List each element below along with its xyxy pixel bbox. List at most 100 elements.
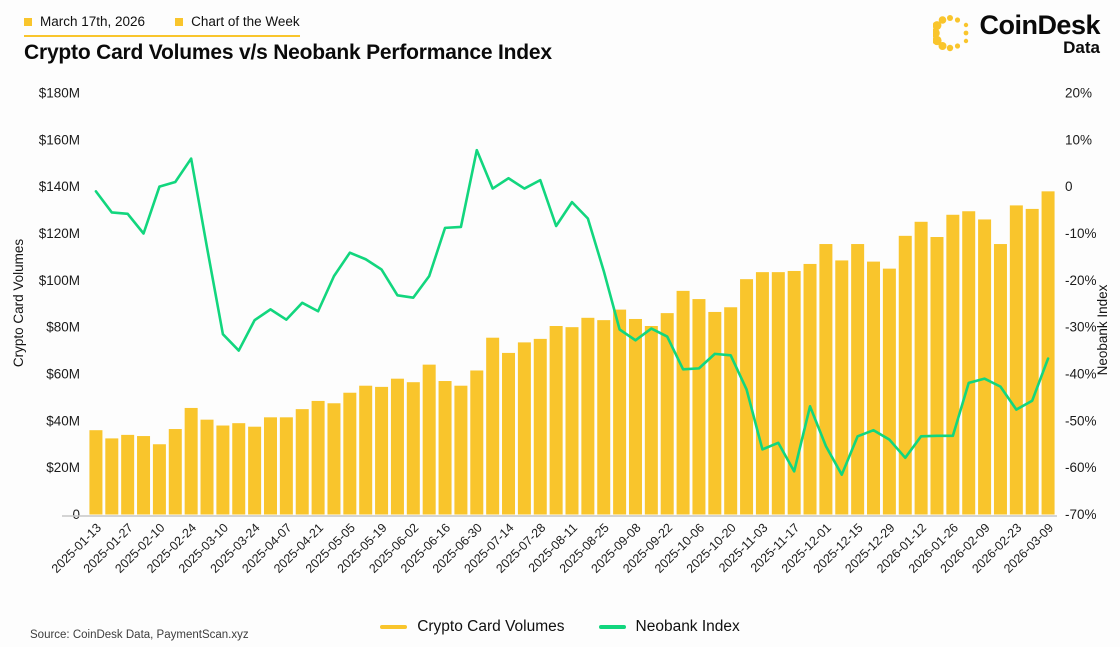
bar-2025-12-01 [819, 244, 833, 515]
header-strip: March 17th, 2026 Chart of the Week [24, 14, 300, 37]
bar-2025-08-11 [565, 327, 579, 515]
bar-2026-03-09 [1041, 191, 1055, 515]
bar-2025-04-28 [327, 403, 341, 515]
bar-2025-12-08 [835, 260, 849, 515]
neobank-index-line [94, 148, 1050, 476]
bar-2025-07-21 [517, 342, 531, 515]
y-axis-right-tick: -70% [1065, 507, 1097, 522]
y-axis-left-tick: $160M [39, 132, 80, 147]
bar-2025-03-31 [263, 417, 277, 515]
yellow-square-icon [175, 17, 184, 26]
bar-2025-09-22 [660, 313, 674, 515]
bar-2025-09-15 [644, 326, 658, 515]
header-date-item: March 17th, 2026 [24, 14, 145, 29]
bar-2025-04-07 [279, 417, 293, 515]
y-axis-left-tick: $100M [39, 273, 80, 288]
y-axis-left-tick: $40M [46, 413, 80, 428]
y-axis-left-tick: $80M [46, 320, 80, 335]
yellow-square-icon [24, 17, 32, 26]
chart-legend: Crypto Card Volumes Neobank Index [0, 618, 1120, 636]
bar-2026-01-19 [930, 237, 944, 515]
bar-2025-03-24 [248, 426, 262, 515]
bar-2025-08-25 [597, 320, 611, 515]
bar-2025-06-16 [438, 381, 452, 515]
bar-2025-02-10 [152, 444, 166, 515]
bar-2025-06-09 [422, 364, 436, 515]
bar-2026-02-09 [978, 219, 992, 515]
bar-2025-10-20 [724, 307, 738, 515]
bar-2025-09-08 [628, 318, 642, 515]
bar-2026-02-02 [962, 211, 976, 515]
bar-2025-03-03 [200, 419, 214, 515]
bar-2026-02-16 [993, 244, 1007, 515]
brand-name: CoinDesk [979, 10, 1100, 40]
y-axis-left-tick: $120M [39, 226, 80, 241]
y-axis-left-tick: $60M [46, 367, 80, 382]
bar-series-swatch [380, 624, 408, 630]
y-axis-right-tick: 10% [1065, 132, 1092, 147]
bar-2026-01-26 [946, 214, 960, 515]
y-axis-right-tick: -40% [1065, 367, 1097, 382]
y-axis-right-tick: 0 [1065, 179, 1073, 194]
legend-item-neobank-index: Neobank Index [598, 618, 740, 636]
bar-2025-08-04 [549, 326, 563, 515]
bar-2025-05-19 [375, 386, 389, 515]
y-axis-right-tick: -20% [1065, 273, 1097, 288]
bar-2025-05-26 [390, 378, 404, 515]
brand-sub: Data [1063, 38, 1100, 58]
coindesk-logo: CoinDesk Data [933, 11, 1100, 58]
header-date: March 17th, 2026 [40, 14, 146, 29]
bar-2026-01-05 [898, 235, 912, 515]
bar-2025-03-10 [216, 425, 230, 515]
bar-2025-11-17 [787, 270, 801, 515]
bar-2025-06-30 [470, 370, 484, 515]
legend-label: Crypto Card Volumes [417, 618, 565, 635]
bar-2025-07-28 [533, 338, 547, 515]
y-axis-right-tick: 20% [1065, 86, 1092, 101]
bar-2025-04-21 [311, 400, 325, 515]
y-axis-left-tick: $20M [46, 460, 80, 475]
bar-2025-09-01 [613, 309, 627, 515]
bar-2025-09-29 [676, 290, 690, 515]
bar-2025-01-13 [89, 430, 103, 515]
header-tag-item: Chart of the Week [175, 14, 300, 29]
legend-label: Neobank Index [635, 618, 740, 635]
source-note: Source: CoinDesk Data, PaymentScan.xyz [30, 629, 249, 641]
bar-2025-02-17 [168, 429, 182, 515]
bar-2025-01-20 [105, 438, 119, 515]
y-axis-right-tick: -30% [1065, 320, 1097, 335]
bar-2025-07-07 [486, 337, 500, 515]
bar-2026-03-02 [1025, 208, 1039, 515]
y-axis-right-title: Neobank Index [1095, 284, 1110, 375]
bar-2025-12-15 [851, 244, 865, 515]
y-axis-right-tick: -50% [1065, 413, 1097, 428]
y-axis-left-tick: 0 [72, 507, 80, 522]
bar-2025-12-29 [882, 268, 896, 515]
bar-2025-11-24 [803, 263, 817, 515]
bar-2025-11-03 [755, 272, 769, 515]
bar-2025-05-05 [343, 392, 357, 515]
coindesk-logo-mark [933, 15, 969, 52]
header-tag: Chart of the Week [191, 14, 300, 29]
bar-2025-05-12 [359, 385, 373, 515]
page-title: Crypto Card Volumes v/s Neobank Performa… [24, 41, 552, 64]
bar-2025-01-27 [121, 434, 135, 515]
bar-2025-10-06 [692, 299, 706, 515]
bar-2025-06-23 [454, 385, 468, 515]
y-axis-left-tick: $180M [39, 86, 80, 101]
y-axis-left-title: Crypto Card Volumes [11, 239, 26, 368]
legend-item-crypto-card-volumes: Crypto Card Volumes [380, 618, 565, 636]
y-axis-left-tick: $140M [39, 179, 80, 194]
line-series-swatch [598, 624, 626, 630]
bar-2025-03-17 [232, 423, 246, 515]
bar-2025-11-10 [771, 272, 785, 515]
y-axis-right-tick: -10% [1065, 226, 1097, 241]
bar-2025-06-02 [406, 382, 420, 515]
bar-2025-02-24 [184, 407, 198, 515]
bar-2025-04-14 [295, 409, 309, 515]
y-axis-right-tick: -60% [1065, 460, 1097, 475]
bar-2025-10-13 [708, 311, 722, 515]
bar-2026-02-23 [1009, 205, 1023, 515]
bar-2025-12-22 [867, 261, 881, 515]
